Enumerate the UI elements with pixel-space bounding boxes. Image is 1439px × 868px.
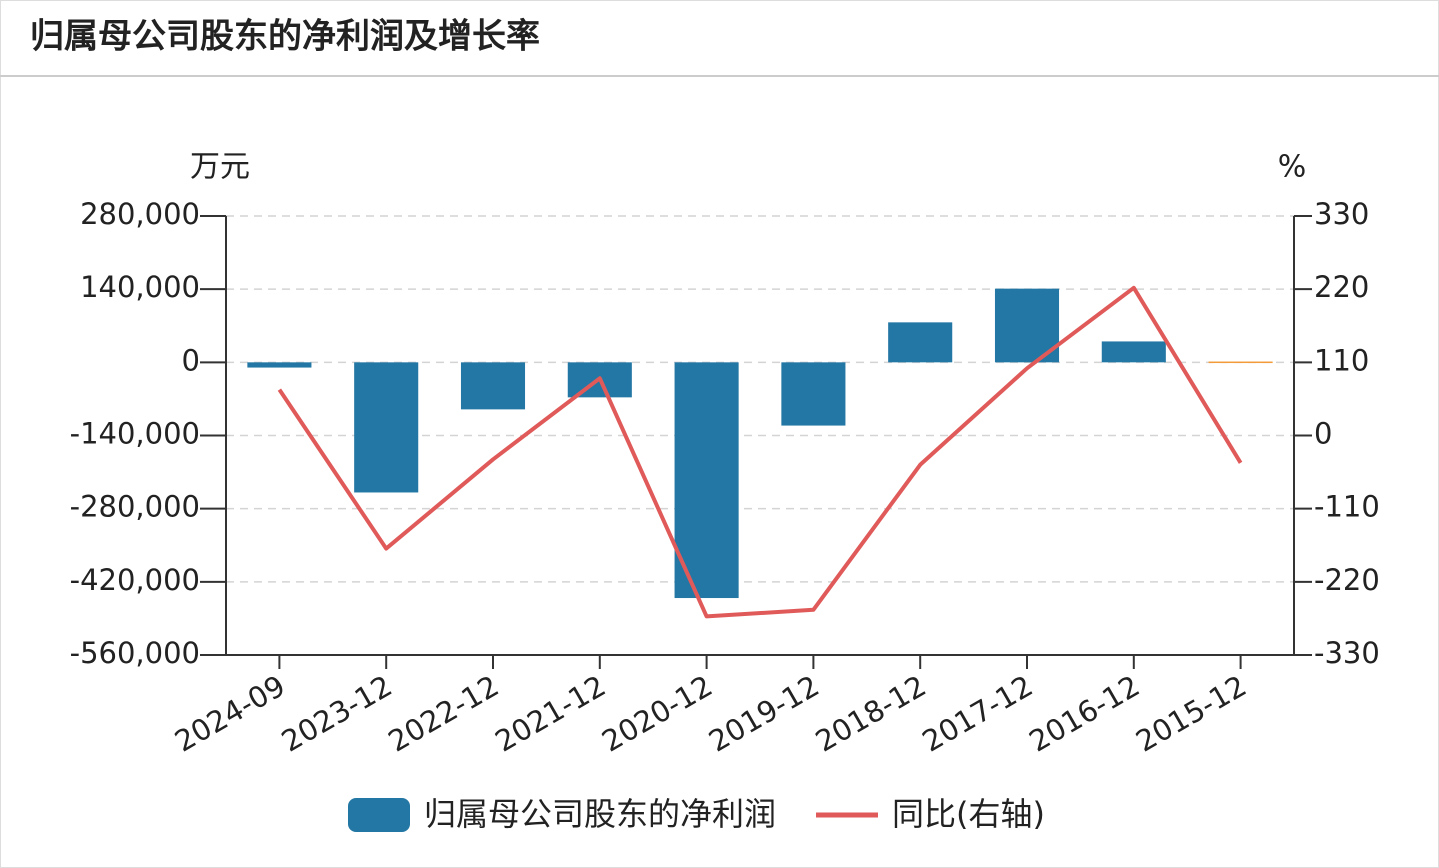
y2-tick-label: 0 bbox=[1314, 417, 1332, 451]
x-tick-label: 2022-12 bbox=[383, 669, 505, 759]
x-tick-label: 2017-12 bbox=[917, 669, 1039, 759]
x-tick-label: 2016-12 bbox=[1023, 669, 1145, 759]
x-tick-label: 2015-12 bbox=[1130, 669, 1252, 759]
bar bbox=[460, 362, 526, 410]
y-axis-label: 万元 bbox=[190, 150, 250, 185]
y2-tick-label: 110 bbox=[1314, 343, 1369, 377]
bar bbox=[781, 362, 846, 426]
y2-tick-label: -220 bbox=[1314, 563, 1380, 597]
x-tick-label: 2021-12 bbox=[489, 669, 611, 759]
x-tick-label: 2019-12 bbox=[703, 669, 825, 759]
x-tick-label: 2020-12 bbox=[596, 669, 718, 759]
y2-tick-label: -110 bbox=[1314, 490, 1380, 524]
x-tick-label: 2018-12 bbox=[810, 669, 932, 759]
bar bbox=[354, 362, 419, 493]
y-tick-label: 280,000 bbox=[80, 197, 200, 231]
bar bbox=[888, 322, 953, 363]
bar bbox=[1208, 361, 1273, 364]
bar bbox=[247, 362, 312, 368]
y-tick-label: 140,000 bbox=[80, 270, 200, 304]
y-tick-label: -420,000 bbox=[70, 563, 200, 597]
y-tick-label: -280,000 bbox=[70, 490, 200, 524]
y-tick-label: -140,000 bbox=[70, 417, 200, 451]
legend-label: 归属母公司股东的净利润 bbox=[424, 795, 776, 833]
y-tick-label: 0 bbox=[182, 343, 200, 377]
y2-tick-label: 220 bbox=[1314, 270, 1369, 304]
bar bbox=[1101, 341, 1166, 363]
chart-title: 归属母公司股东的净利润及增长率 bbox=[30, 17, 540, 57]
x-tick-label: 2024-09 bbox=[169, 669, 291, 759]
x-tick-label: 2023-12 bbox=[276, 669, 398, 759]
y2-tick-label: 330 bbox=[1314, 197, 1369, 231]
legend-label: 同比(右轴) bbox=[892, 795, 1045, 833]
legend-swatch bbox=[348, 798, 410, 832]
y2-axis-label: % bbox=[1278, 150, 1307, 185]
y2-tick-label: -330 bbox=[1314, 636, 1380, 670]
y-tick-label: -560,000 bbox=[70, 636, 200, 670]
line bbox=[277, 285, 1243, 619]
bar bbox=[674, 362, 739, 599]
